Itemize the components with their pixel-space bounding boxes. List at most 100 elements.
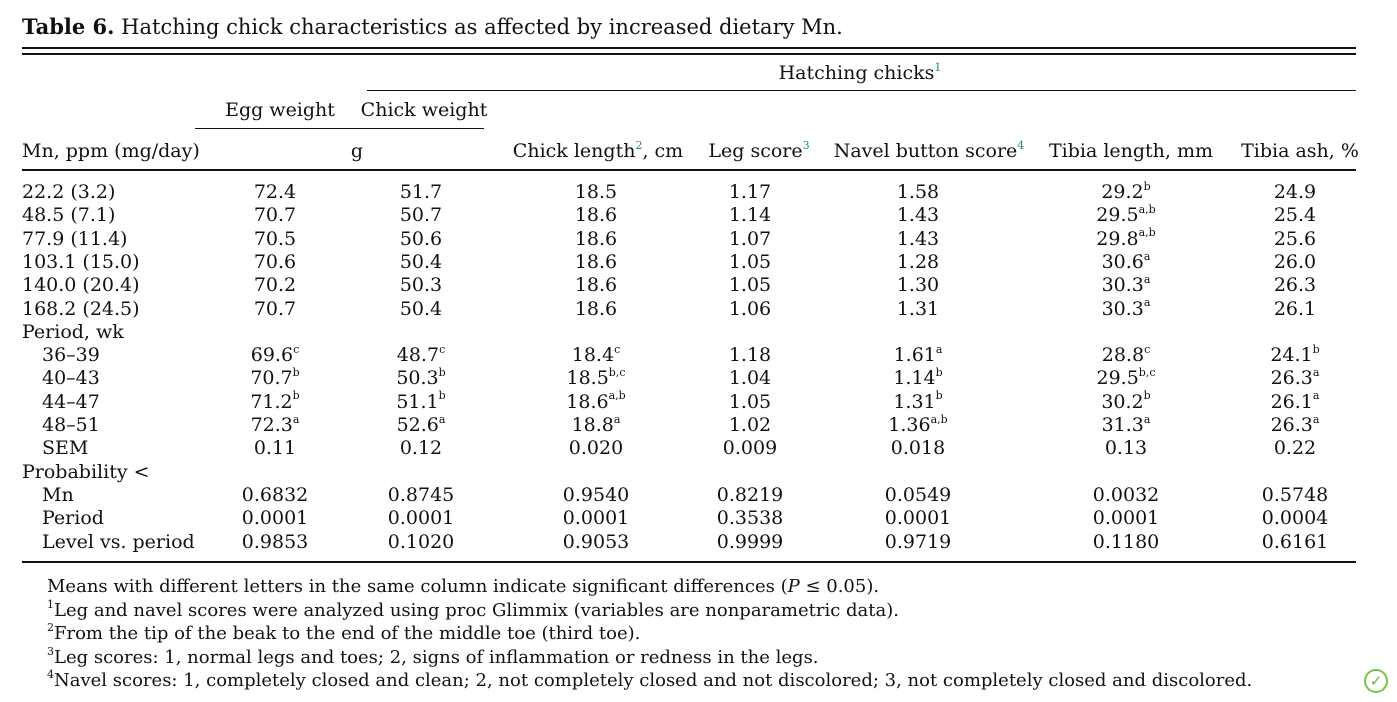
cell-tibia-ash: 26.1 xyxy=(1274,298,1316,321)
cell-leg-score: 1.05 xyxy=(729,251,771,274)
cell-value: 24.9 xyxy=(1273,181,1317,203)
cell-significance-letter: c xyxy=(439,342,446,356)
cell-value: 1.05 xyxy=(728,274,772,297)
header-mn: Mn, ppm (mg/day) xyxy=(22,140,200,162)
cell-leg-score: 1.04 xyxy=(729,367,771,390)
cell-value: 52.6 xyxy=(396,414,439,436)
header-bottom-rule xyxy=(22,169,1356,171)
cell-tibia-ash: 26.0 xyxy=(1274,251,1316,274)
cell-value: 51.1 xyxy=(396,390,439,413)
cell-leg-score: 1.06 xyxy=(729,298,771,321)
cell-navel-score: 1.58 xyxy=(897,181,939,204)
row-label: Probability < xyxy=(22,460,150,483)
cell-value: 1.05 xyxy=(728,250,772,273)
cell-value: 50.6 xyxy=(399,227,443,250)
top-rule-2 xyxy=(22,53,1356,55)
cell-value: 0.6832 xyxy=(241,483,309,506)
cell-tibia-length: 29.8a,b xyxy=(1096,226,1156,251)
leaf-check-icon[interactable]: ✓ xyxy=(1364,669,1388,693)
cell-egg-weight: 0.9853 xyxy=(242,531,308,554)
row-label: 40–43 xyxy=(42,367,100,390)
cell-navel-score: 0.0001 xyxy=(885,507,951,530)
cell-value: 70.7 xyxy=(253,297,297,320)
header-tibia-ash: Tibia ash, % xyxy=(1241,140,1359,162)
cell-value: 18.6 xyxy=(574,250,618,273)
cell-leg-score: 1.05 xyxy=(729,274,771,297)
header-leg-score: Leg score3 xyxy=(708,138,810,162)
note-2: 2From the tip of the beak to the end of … xyxy=(47,621,641,645)
cell-value: 48.7 xyxy=(396,344,440,367)
cell-value: 0.9719 xyxy=(884,530,952,553)
cell-value: 0.009 xyxy=(722,437,778,460)
cell-value: 1.43 xyxy=(896,227,940,250)
cell-value: 26.1 xyxy=(1270,390,1313,413)
cell-chick-weight: 0.12 xyxy=(400,437,442,460)
cell-value: 1.43 xyxy=(896,204,940,227)
note-4: 4Navel scores: 1, completely closed and … xyxy=(47,668,1253,692)
cell-value: 0.9053 xyxy=(562,530,630,553)
header-hatching-chicks: Hatching chicks1 xyxy=(778,60,942,84)
cell-value: 0.1020 xyxy=(387,530,455,553)
cell-value: 0.018 xyxy=(890,437,946,460)
cell-chick-weight: 51.1b xyxy=(396,390,445,414)
cell-chick-weight: 50.3 xyxy=(400,274,442,297)
cell-value: 0.1180 xyxy=(1092,530,1160,553)
cell-chick-weight: 50.3b xyxy=(396,367,445,390)
cell-chick-length: 0.020 xyxy=(569,437,623,460)
cell-chick-length: 18.6 xyxy=(575,204,617,227)
cell-leg-score: 1.05 xyxy=(729,391,771,414)
cell-egg-weight: 71.2b xyxy=(250,389,300,414)
cell-significance-letter: a xyxy=(438,412,446,426)
cell-tibia-length: 31.3a xyxy=(1102,414,1151,437)
cell-egg-weight: 0.0001 xyxy=(242,507,308,530)
cell-significance-letter: a,b xyxy=(1138,226,1156,240)
cell-chick-weight: 51.7 xyxy=(400,181,442,204)
cell-value: 70.5 xyxy=(253,227,297,250)
cell-tibia-ash: 26.3a xyxy=(1271,367,1320,390)
cell-value: 72.3 xyxy=(250,414,293,436)
cell-leg-score: 1.18 xyxy=(729,344,771,367)
cell-value: 30.6 xyxy=(1101,250,1144,273)
cell-value: 70.2 xyxy=(253,274,297,297)
cell-value: 0.5748 xyxy=(1261,483,1329,506)
cell-chick-length: 18.6 xyxy=(575,228,617,251)
cell-value: 72.4 xyxy=(253,181,297,203)
header-sup-1: 1 xyxy=(934,60,942,74)
cell-chick-weight: 50.4 xyxy=(400,251,442,274)
cell-tibia-ash: 0.22 xyxy=(1274,437,1316,460)
cell-chick-length: 18.4c xyxy=(572,344,620,367)
cell-value: 0.0001 xyxy=(387,507,455,530)
cell-tibia-length: 30.6a xyxy=(1102,251,1151,274)
cell-leg-score: 0.8219 xyxy=(717,484,783,507)
cell-value: 50.4 xyxy=(399,297,443,320)
cell-value: 30.3 xyxy=(1101,274,1144,297)
row-label: Period, wk xyxy=(22,320,124,343)
note-1: 1Leg and navel scores were analyzed usin… xyxy=(47,597,899,621)
cell-value: 29.5 xyxy=(1096,204,1139,227)
cell-value: 26.3 xyxy=(1273,274,1317,297)
cell-chick-weight: 0.8745 xyxy=(388,484,454,507)
cell-significance-letter: a xyxy=(1143,249,1151,263)
cell-chick-length: 18.6 xyxy=(575,274,617,297)
cell-chick-length: 0.0001 xyxy=(563,507,629,530)
cell-value: 69.6 xyxy=(250,344,294,367)
cell-value: 71.2 xyxy=(250,390,293,413)
cell-value: 0.13 xyxy=(1104,437,1148,460)
cell-leg-score: 0.9999 xyxy=(717,531,783,554)
cell-leg-score: 1.07 xyxy=(729,228,771,251)
cell-significance-letter: b xyxy=(292,389,300,403)
cell-chick-length: 18.6 xyxy=(575,251,617,274)
cell-value: 1.04 xyxy=(728,367,772,390)
cell-value: 18.6 xyxy=(574,227,618,250)
cell-navel-score: 1.14b xyxy=(893,367,942,390)
row-label: 48.5 (7.1) xyxy=(22,204,116,227)
cell-value: 18.6 xyxy=(574,297,618,320)
cell-navel-score: 1.30 xyxy=(897,274,939,297)
cell-value: 18.5 xyxy=(574,181,618,203)
cell-value: 1.31 xyxy=(893,390,936,413)
cell-tibia-length: 0.1180 xyxy=(1093,531,1159,554)
row-label: 22.2 (3.2) xyxy=(22,181,116,203)
cell-chick-weight: 50.6 xyxy=(400,228,442,251)
header-chick-weight: Chick weight xyxy=(360,99,488,121)
cell-value: 1.18 xyxy=(728,344,772,367)
